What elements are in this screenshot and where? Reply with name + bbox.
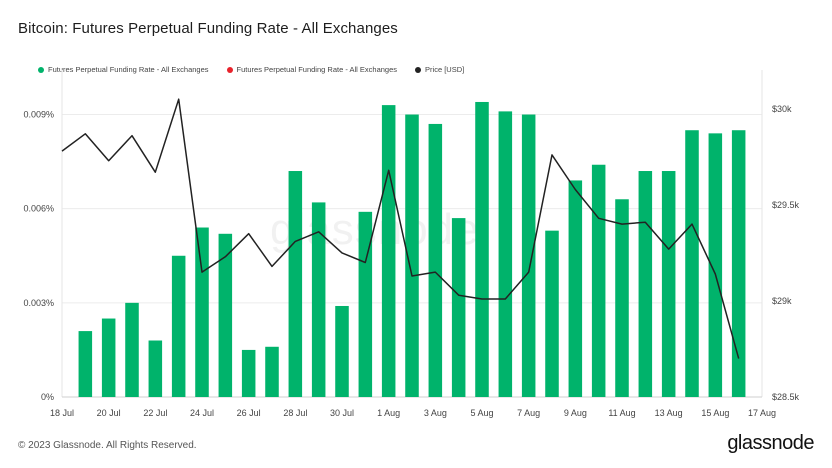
funding-rate-bar (265, 346, 279, 397)
funding-rate-bar (358, 211, 373, 397)
legend-dot-black-icon (415, 66, 422, 73)
funding-rate-bar (545, 230, 559, 397)
price-line (61, 98, 740, 359)
x-tick-label: 13 Aug (655, 408, 683, 418)
chart-title: Bitcoin: Futures Perpetual Funding Rate … (18, 20, 398, 37)
x-tick-label: 28 Jul (283, 408, 307, 418)
funding-rate-bar (731, 130, 746, 397)
x-tick-label: 3 Aug (424, 408, 447, 418)
funding-rate-bar (195, 227, 209, 397)
legend-dot-green-icon (38, 66, 44, 73)
funding-rate-bar (661, 171, 676, 397)
legend-label: Futures Perpetual Funding Rate - All Exc… (236, 65, 398, 74)
x-tick-label: 7 Aug (517, 408, 540, 418)
funding-rate-bar (125, 302, 139, 397)
funding-rate-bar (521, 114, 536, 397)
y-tick-right: $29k (772, 296, 792, 306)
x-tick-label: 20 Jul (97, 408, 121, 418)
legend-label: Futures Perpetual Funding Rate - All Exc… (48, 65, 209, 74)
legend-item-funding-red[interactable]: Futures Perpetual Funding Rate - All Exc… (226, 65, 398, 74)
y-tick-right: $30k (772, 104, 792, 114)
funding-rate-bar (241, 349, 256, 397)
x-tick-label: 18 Jul (50, 408, 74, 418)
x-tick-label: 5 Aug (470, 408, 493, 418)
funding-rate-bar (101, 318, 116, 397)
x-tick-label: 30 Jul (330, 408, 354, 418)
legend-item-funding-green[interactable]: Futures Perpetual Funding Rate - All Exc… (38, 65, 209, 74)
funding-rate-bar (311, 202, 326, 397)
legend-label: Price [USD] (425, 65, 465, 74)
funding-rate-bar (171, 255, 186, 397)
legend: Futures Perpetual Funding Rate - All Exc… (38, 65, 464, 74)
funding-rate-bar (381, 105, 396, 397)
funding-rate-bar (335, 305, 349, 397)
y-tick-right: $28.5k (772, 392, 800, 402)
copyright: © 2023 Glassnode. All Rights Reserved. (18, 440, 197, 451)
funding-rate-bar (78, 331, 93, 397)
x-tick-label: 26 Jul (237, 408, 261, 418)
funding-rate-bar (638, 171, 653, 397)
funding-rate-bar (428, 123, 443, 397)
x-tick-label: 9 Aug (564, 408, 587, 418)
x-tick-label: 1 Aug (377, 408, 400, 418)
funding-rate-bar (498, 111, 513, 397)
funding-rate-bar (148, 340, 163, 397)
y-tick-left: 0.003% (23, 298, 54, 308)
x-tick-label: 11 Aug (608, 408, 635, 418)
funding-rate-bar (451, 218, 466, 397)
y-tick-left: 0% (41, 392, 54, 402)
x-tick-label: 17 Aug (748, 408, 776, 418)
y-tick-left: 0.009% (23, 110, 54, 120)
funding-rate-bar (288, 171, 303, 397)
funding-rate-bar (405, 114, 419, 397)
funding-rate-bar (708, 133, 723, 397)
funding-rate-bar (615, 199, 629, 397)
x-tick-label: 24 Jul (190, 408, 214, 418)
funding-rate-bar (475, 101, 489, 397)
y-tick-right: $29.5k (772, 200, 800, 210)
legend-dot-red-icon (226, 66, 233, 73)
legend-item-price[interactable]: Price [USD] (415, 65, 464, 74)
x-tick-label: 22 Jul (143, 408, 167, 418)
funding-rate-bar (591, 164, 606, 397)
funding-rate-bar (685, 130, 699, 397)
y-tick-left: 0.006% (23, 204, 54, 214)
glassnode-logo: glassnode (727, 432, 814, 454)
funding-rate-bar (218, 233, 233, 397)
x-tick-label: 15 Aug (701, 408, 729, 418)
funding-rate-bar (568, 180, 583, 397)
